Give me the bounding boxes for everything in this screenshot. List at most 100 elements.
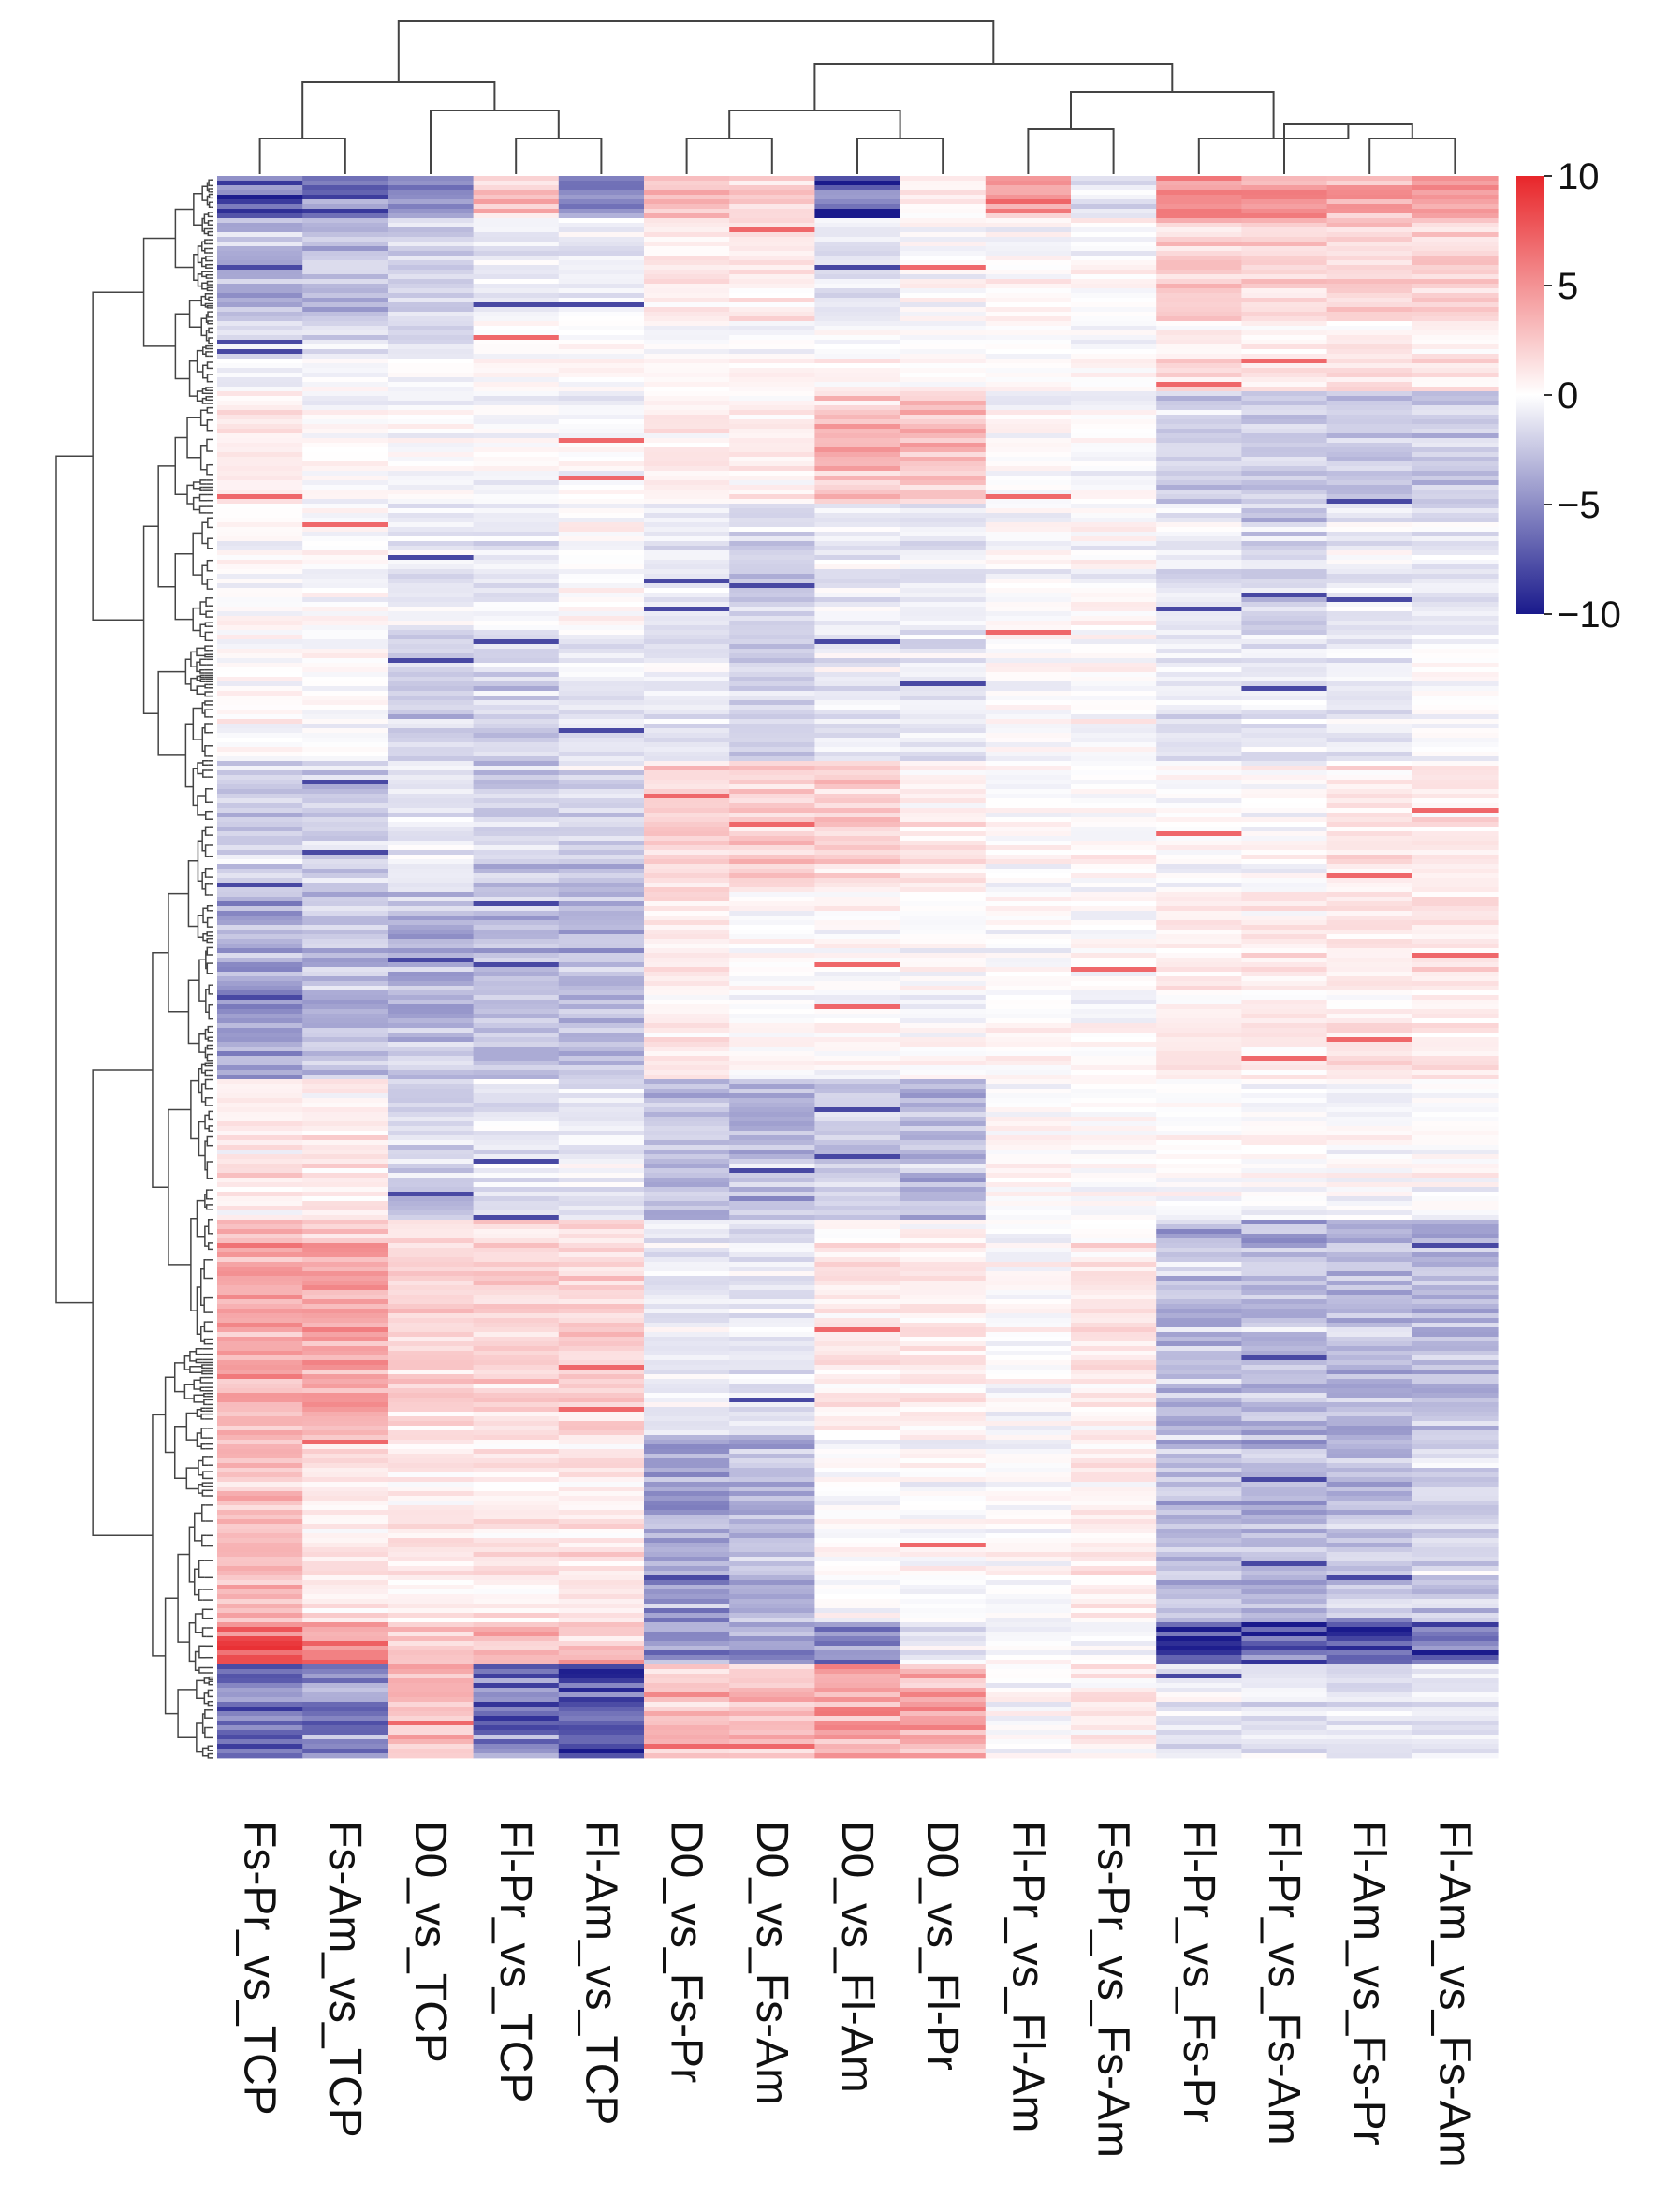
dendrogram-branch: [152, 1414, 166, 1657]
heatmap-cell: [302, 1412, 388, 1417]
heatmap-cell: [558, 1070, 645, 1076]
heatmap-cell: [1241, 967, 1328, 973]
heatmap-cell: [1071, 855, 1157, 860]
heatmap-cell: [985, 1524, 1072, 1530]
heatmap-cell: [814, 1501, 901, 1506]
heatmap-cell: [558, 1477, 645, 1483]
heatmap-cell: [985, 1472, 1072, 1478]
heatmap-cell: [900, 471, 987, 476]
heatmap-cell: [1071, 1117, 1157, 1122]
heatmap-cell: [900, 1360, 987, 1366]
heatmap-cell: [1071, 1384, 1157, 1389]
heatmap-cell: [217, 569, 303, 575]
heatmap-cell: [1156, 635, 1242, 640]
heatmap-cell: [1241, 1332, 1328, 1338]
heatmap-cell: [217, 1229, 303, 1235]
heatmap-cell: [985, 808, 1072, 813]
dendrogram-branch: [204, 700, 210, 706]
heatmap-cell: [900, 401, 987, 406]
heatmap-cell: [1071, 1079, 1157, 1085]
heatmap-cell: [1241, 1201, 1328, 1207]
heatmap-cell: [985, 714, 1072, 720]
heatmap-cell: [1241, 691, 1328, 696]
heatmap-cell: [814, 1468, 901, 1473]
heatmap-cell: [217, 639, 303, 645]
heatmap-cell: [1241, 780, 1328, 785]
heatmap-cell: [1156, 1318, 1242, 1324]
heatmap-cell: [729, 1351, 815, 1356]
heatmap-cell: [1326, 1332, 1413, 1338]
heatmap-cell: [1156, 326, 1242, 331]
heatmap-cell: [558, 344, 645, 350]
heatmap-cell: [1241, 508, 1328, 514]
heatmap-cell: [814, 1061, 901, 1066]
heatmap-cell: [217, 1379, 303, 1384]
heatmap-cell: [558, 237, 645, 242]
dendrogram-branch: [206, 280, 210, 286]
heatmap-cell: [985, 181, 1072, 186]
heatmap-cell: [900, 967, 987, 973]
heatmap-cell: [1241, 349, 1328, 355]
heatmap-cell: [729, 597, 815, 603]
heatmap-cell: [1156, 1112, 1242, 1118]
heatmap-cell: [1241, 1004, 1328, 1010]
heatmap-cell: [1326, 1014, 1413, 1019]
heatmap-cell: [1326, 443, 1413, 448]
heatmap-cell: [644, 1079, 730, 1085]
heatmap-cell: [388, 1458, 475, 1464]
heatmap-cell: [985, 195, 1072, 200]
dendrogram-branch: [199, 658, 207, 666]
heatmap-cell: [644, 738, 730, 743]
heatmap-cell: [1326, 1178, 1413, 1183]
dendrogram-branch: [201, 521, 208, 545]
heatmap-cell: [1156, 279, 1242, 285]
heatmap-cell: [1156, 1515, 1242, 1520]
heatmap-cell: [900, 1121, 987, 1127]
heatmap-cell: [217, 349, 303, 355]
heatmap-cell: [1326, 1131, 1413, 1136]
heatmap-cell: [1241, 1524, 1328, 1530]
heatmap-cell: [1241, 298, 1328, 303]
heatmap-cell: [729, 1276, 815, 1282]
heatmap-cell: [1326, 822, 1413, 828]
heatmap-cell: [985, 1182, 1072, 1188]
heatmap-cell: [644, 939, 730, 945]
heatmap-cell: [1412, 1341, 1499, 1347]
heatmap-cell: [729, 424, 815, 430]
heatmap-cell: [900, 1056, 987, 1062]
heatmap-cell: [900, 672, 987, 678]
heatmap-cell: [900, 490, 987, 495]
heatmap-cell: [473, 1131, 560, 1136]
dendrogram-branch: [188, 360, 198, 397]
heatmap-cell: [302, 1182, 388, 1188]
heatmap-cell: [644, 1323, 730, 1328]
dendrogram-branch: [200, 317, 207, 337]
heatmap-cell: [900, 1398, 987, 1403]
heatmap-cell: [217, 1543, 303, 1548]
heatmap-cell: [985, 1332, 1072, 1338]
heatmap-cell: [473, 1271, 560, 1277]
heatmap-cell: [388, 1276, 475, 1282]
heatmap-cell: [644, 1117, 730, 1122]
heatmap-cell: [302, 1557, 388, 1562]
heatmap-cell: [217, 635, 303, 640]
heatmap-cell: [1156, 1201, 1242, 1207]
heatmap-cell: [729, 1267, 815, 1272]
heatmap-cell: [1326, 1238, 1413, 1244]
heatmap-cell: [302, 410, 388, 416]
heatmap-cell: [1326, 513, 1413, 519]
heatmap-cell: [644, 1538, 730, 1544]
heatmap-cell: [1241, 1033, 1328, 1038]
heatmap-cell: [729, 391, 815, 397]
heatmap-cell: [1326, 1061, 1413, 1066]
heatmap-cell: [814, 1299, 901, 1305]
heatmap-cell: [729, 508, 815, 514]
heatmap-cell: [644, 1355, 730, 1361]
heatmap-cell: [985, 696, 1072, 701]
heatmap-cell: [388, 452, 475, 458]
heatmap-cell: [644, 733, 730, 739]
dendrogram-branch: [204, 1062, 208, 1067]
heatmap-cell: [1326, 1416, 1413, 1422]
heatmap-cell: [558, 1533, 645, 1539]
heatmap-cell: [302, 480, 388, 486]
